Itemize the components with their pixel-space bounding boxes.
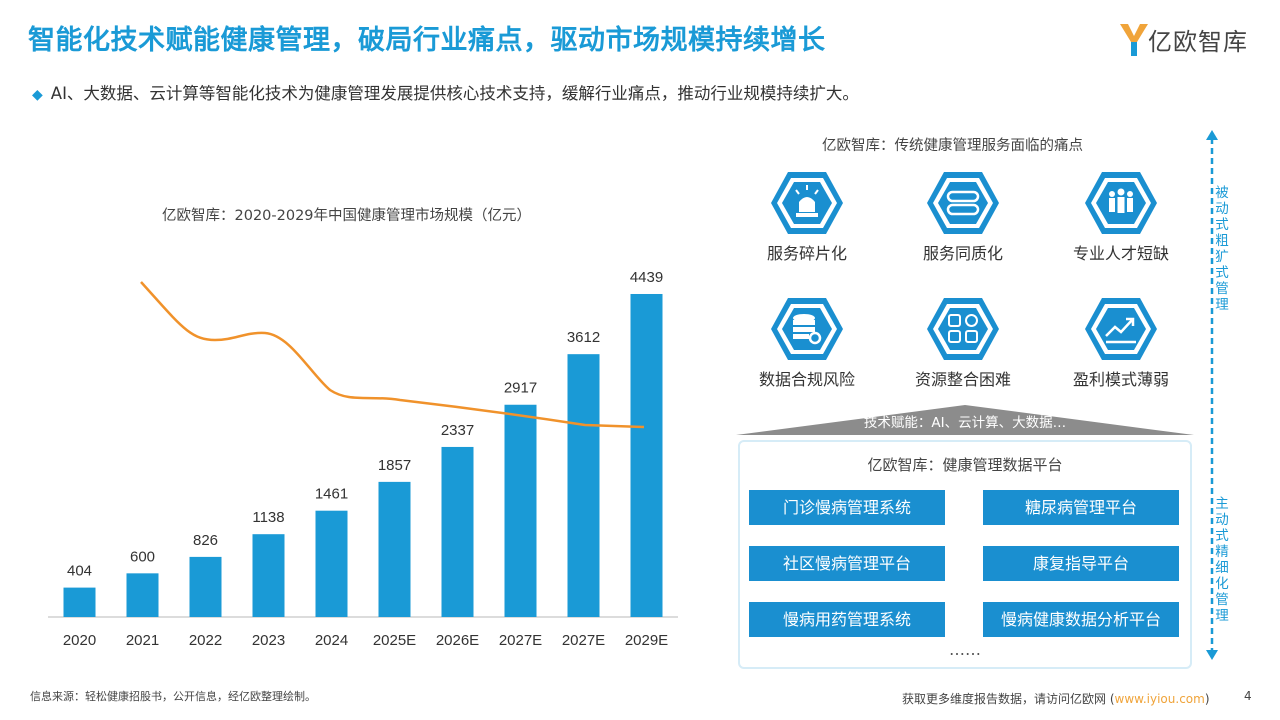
- bar-value-label: 4439: [630, 269, 663, 286]
- intro-text: AI、大数据、云计算等智能化技术为健康管理发展提供核心技术支持，缓解行业痛点，推…: [50, 84, 859, 103]
- database-gear-icon: [771, 298, 843, 360]
- footer-link[interactable]: www.iyiou.com: [1114, 692, 1205, 706]
- x-tick-label: 2022: [189, 632, 222, 649]
- pain-point-talent: 专业人才短缺: [1046, 170, 1196, 264]
- pain-points-title: 亿欧智库：传统健康管理服务面临的痛点: [822, 138, 1083, 154]
- pain-point-label: 专业人才短缺: [1072, 244, 1169, 263]
- x-tick-label: 2023: [252, 632, 285, 649]
- people-icon: [1085, 172, 1157, 234]
- passive-management-label: 被动式粗犷式管理: [1215, 185, 1229, 313]
- pain-point-label: 数据合规风险: [758, 370, 855, 389]
- platform-item: 慢病健康数据分析平台: [983, 602, 1179, 637]
- pain-point-compliance: 数据合规风险: [732, 296, 882, 390]
- platform-title: 亿欧智库：健康管理数据平台: [867, 456, 1063, 474]
- x-tick-label: 2021: [126, 632, 159, 649]
- bar-value-label: 3612: [567, 329, 600, 346]
- pain-point-integration: 资源整合困难: [888, 296, 1038, 390]
- platform-item: 社区慢病管理平台: [749, 546, 945, 581]
- bar: [63, 587, 96, 617]
- platform-item: 门诊慢病管理系统: [749, 490, 945, 525]
- x-tick-label: 2020: [63, 632, 96, 649]
- bar-value-label: 1138: [252, 509, 284, 526]
- bar-value-label: 600: [130, 548, 155, 565]
- logo-text: 亿欧智库: [1148, 28, 1248, 56]
- bar-value-label: 2337: [441, 422, 474, 439]
- footer-cta-text: 获取更多维度报告数据，请访问亿欧网 (: [902, 692, 1115, 706]
- pain-point-label: 资源整合困难: [914, 370, 1011, 389]
- bar: [378, 481, 411, 617]
- bar-value-label: 1857: [378, 457, 411, 474]
- platform-item: 糖尿病管理平台: [983, 490, 1179, 525]
- source-note: 信息来源：轻松健康招股书，公开信息，经亿欧整理绘制。: [30, 690, 316, 703]
- x-tick-label: 2027E: [499, 632, 542, 649]
- bar: [315, 510, 348, 617]
- platform-box: [738, 440, 1192, 669]
- bar: [441, 446, 474, 617]
- intro-bullet: ◆ AI、大数据、云计算等智能化技术为健康管理发展提供核心技术支持，缓解行业痛点，…: [32, 80, 859, 104]
- x-tick-label: 2027E: [562, 632, 605, 649]
- bar: [189, 556, 222, 617]
- trend-up-icon: [1085, 298, 1157, 360]
- diamond-icon: ◆: [32, 87, 43, 103]
- bar: [630, 293, 663, 617]
- pain-point-label: 服务碎片化: [766, 244, 847, 263]
- yiou-logo: [1120, 24, 1148, 56]
- management-arrow: [1206, 130, 1218, 660]
- page-title: 智能化技术赋能健康管理，破局行业痛点，驱动市场规模持续增长: [28, 25, 826, 56]
- pain-point-profit: 盈利模式薄弱: [1046, 296, 1196, 390]
- pain-point-label: 服务同质化: [922, 244, 1003, 263]
- grid-apps-icon: [927, 298, 999, 360]
- chart-title: 亿欧智库：2020-2029年中国健康管理市场规模（亿元）: [162, 208, 532, 224]
- footer-cta: 获取更多维度报告数据，请访问亿欧网 (www.iyiou.com): [902, 690, 1210, 707]
- page-number: 4: [1244, 689, 1252, 703]
- x-tick-label: 2024: [315, 632, 348, 649]
- footer-cta-end: ): [1204, 692, 1210, 706]
- bar: [567, 354, 600, 617]
- trend-line: [140, 281, 645, 429]
- alarm-light-icon: [771, 172, 843, 234]
- bar-value-label: 2917: [504, 380, 537, 397]
- bar-value-label: 404: [67, 563, 92, 580]
- pain-point-homogeneous: 服务同质化: [888, 170, 1038, 264]
- bar: [504, 404, 537, 617]
- pain-point-fragmented: 服务碎片化: [732, 170, 882, 264]
- x-tick-label: 2029E: [625, 632, 668, 649]
- stack-icon: [927, 172, 999, 234]
- tech-triangle: [736, 405, 1194, 435]
- more-dots: ……: [949, 640, 981, 659]
- active-management-label: 主动式精细化管理: [1215, 496, 1229, 624]
- platform-item: 慢病用药管理系统: [749, 602, 945, 637]
- market-size-chart: 404 2020 600 2021 826 2022 1138 2023 1461 2024 185…: [48, 269, 678, 649]
- platform-item: 康复指导平台: [983, 546, 1179, 581]
- x-tick-label: 2025E: [373, 632, 416, 649]
- bar: [252, 534, 285, 617]
- bar: [126, 573, 159, 617]
- tech-label: 技术赋能：AI、云计算、大数据…: [863, 415, 1067, 431]
- x-tick-label: 2026E: [436, 632, 479, 649]
- bar-value-label: 1461: [315, 486, 348, 503]
- pain-point-label: 盈利模式薄弱: [1072, 370, 1169, 389]
- bar-value-label: 826: [193, 532, 218, 549]
